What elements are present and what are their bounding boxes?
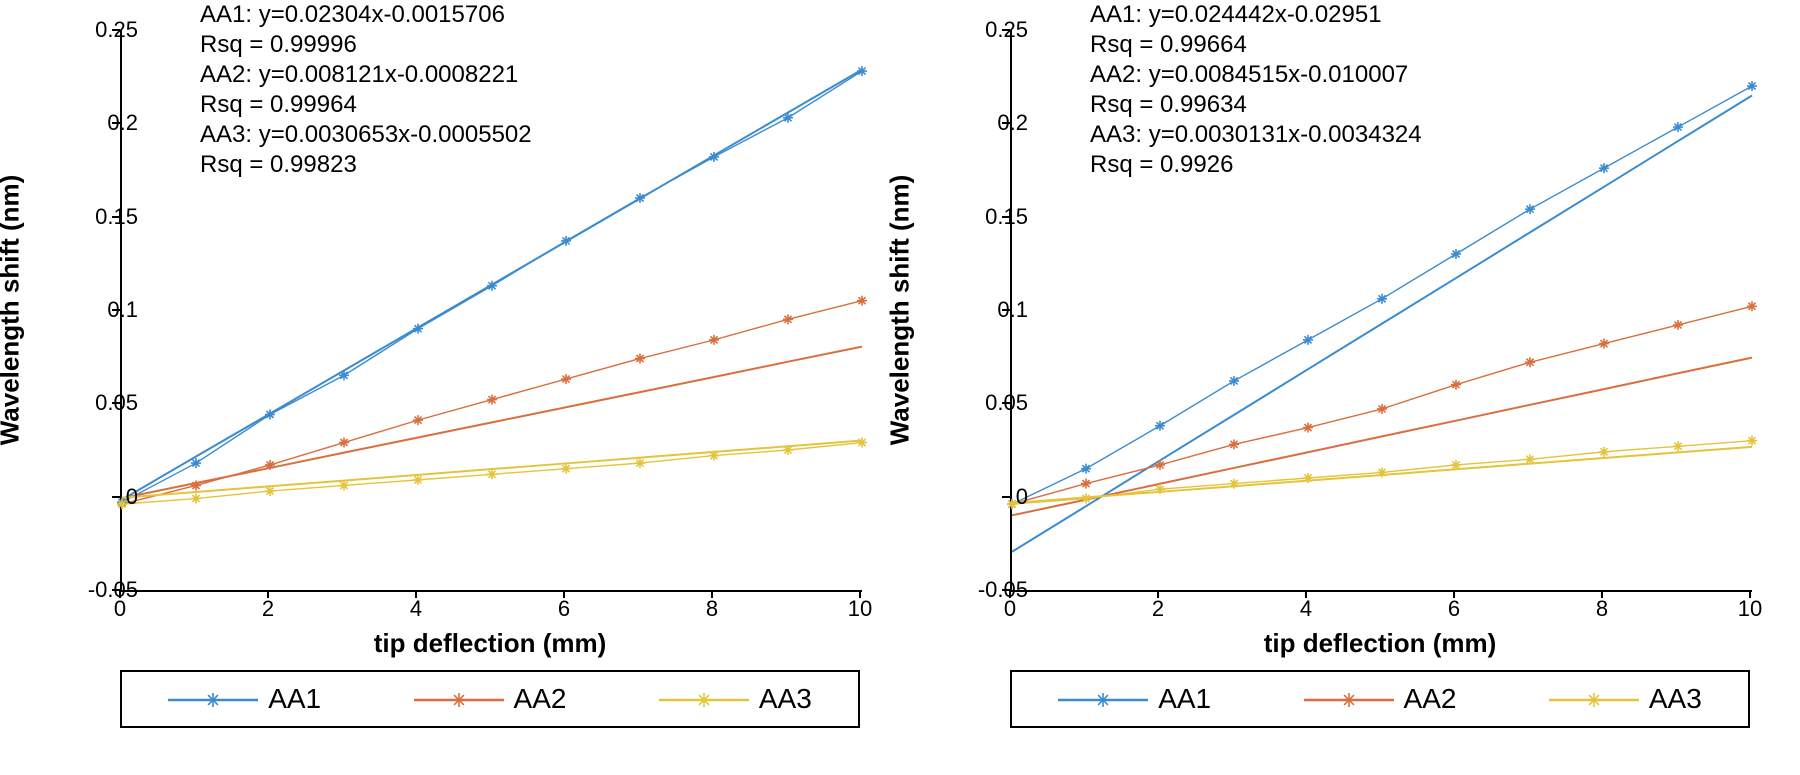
- x-tick-label: 2: [1152, 596, 1164, 622]
- legend-item-aa1: AA1: [168, 683, 321, 715]
- legend-swatch-aa1: [168, 687, 258, 711]
- legend-label: AA1: [268, 683, 321, 715]
- x-tick-label: 8: [1596, 596, 1608, 622]
- y-tick-label: 0.2: [948, 110, 1028, 136]
- x-tick-label: 10: [1738, 596, 1762, 622]
- x-tick-label: 6: [1448, 596, 1460, 622]
- legend-swatch-aa3: [659, 687, 749, 711]
- legend-label: AA3: [1649, 683, 1702, 715]
- legend-label: AA1: [1158, 683, 1211, 715]
- legend-right: AA1 AA2 AA3: [1010, 670, 1750, 728]
- plot-area-right: [1010, 30, 1752, 592]
- y-tick-label: 0.05: [58, 390, 138, 416]
- panel-left: AA1: y=0.02304x-0.0015706 Rsq = 0.99996 …: [20, 0, 890, 775]
- y-tick-label: 0.1: [948, 297, 1028, 323]
- x-tick-label: 0: [1004, 596, 1016, 622]
- x-tick-label: 2: [262, 596, 274, 622]
- legend-item-aa2: AA2: [414, 683, 567, 715]
- x-tick-label: 0: [114, 596, 126, 622]
- legend-item-aa2: AA2: [1304, 683, 1457, 715]
- y-tick-label: 0.25: [948, 17, 1028, 43]
- legend-swatch-aa1: [1058, 687, 1148, 711]
- x-tick-label: 6: [558, 596, 570, 622]
- y-tick-label: 0.05: [948, 390, 1028, 416]
- legend-swatch-aa3: [1549, 687, 1639, 711]
- annotation-line: AA1: y=0.024442x-0.02951: [1090, 0, 1422, 30]
- annotation-line: AA1: y=0.02304x-0.0015706: [200, 0, 532, 30]
- x-tick-label: 8: [706, 596, 718, 622]
- legend-label: AA3: [759, 683, 812, 715]
- legend-label: AA2: [514, 683, 567, 715]
- legend-label: AA2: [1404, 683, 1457, 715]
- legend-swatch-aa2: [1304, 687, 1394, 711]
- y-tick-label: 0.1: [58, 297, 138, 323]
- figure-root: AA1: y=0.02304x-0.0015706 Rsq = 0.99996 …: [0, 0, 1800, 775]
- y-tick-label: 0.15: [58, 204, 138, 230]
- y-tick-label: 0: [58, 484, 138, 510]
- legend-item-aa3: AA3: [1549, 683, 1702, 715]
- legend-swatch-aa2: [414, 687, 504, 711]
- legend-item-aa3: AA3: [659, 683, 812, 715]
- panel-right: AA1: y=0.024442x-0.02951 Rsq = 0.99664 A…: [910, 0, 1780, 775]
- y-axis-label: Wavelength shift (nm): [0, 175, 26, 446]
- x-tick-label: 10: [848, 596, 872, 622]
- legend-left: AA1 AA2 AA3: [120, 670, 860, 728]
- x-tick-label: 4: [1300, 596, 1312, 622]
- x-axis-label: tip deflection (mm): [374, 628, 607, 659]
- y-axis-label: Wavelength shift (nm): [885, 175, 916, 446]
- chart-svg-right: [1012, 30, 1752, 590]
- x-axis-label: tip deflection (mm): [1264, 628, 1497, 659]
- legend-item-aa1: AA1: [1058, 683, 1211, 715]
- y-tick-label: 0.2: [58, 110, 138, 136]
- plot-area-left: [120, 30, 862, 592]
- y-tick-label: 0.15: [948, 204, 1028, 230]
- y-tick-label: 0: [948, 484, 1028, 510]
- y-tick-label: 0.25: [58, 17, 138, 43]
- x-tick-label: 4: [410, 596, 422, 622]
- chart-svg-left: [122, 30, 862, 590]
